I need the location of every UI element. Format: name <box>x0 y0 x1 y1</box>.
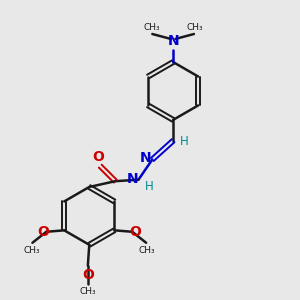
Text: N: N <box>167 34 179 48</box>
Text: O: O <box>92 150 104 164</box>
Text: CH₃: CH₃ <box>186 23 203 32</box>
Text: CH₃: CH₃ <box>138 246 155 255</box>
Text: CH₃: CH₃ <box>80 287 96 296</box>
Text: O: O <box>38 225 50 239</box>
Text: CH₃: CH₃ <box>143 23 160 32</box>
Text: N: N <box>140 151 152 165</box>
Text: O: O <box>129 225 141 239</box>
Text: O: O <box>82 268 94 282</box>
Text: N: N <box>127 172 139 186</box>
Text: H: H <box>145 180 154 193</box>
Text: CH₃: CH₃ <box>23 246 40 255</box>
Text: H: H <box>179 135 188 148</box>
